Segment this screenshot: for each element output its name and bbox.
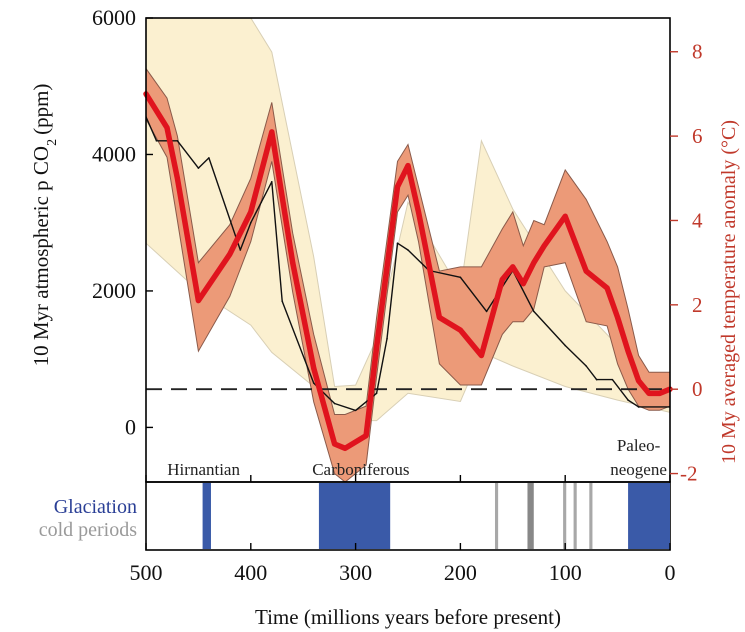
right-tick-label: 6 — [692, 124, 703, 148]
left-axis-ticks: 0 2000 4000 6000 — [92, 5, 153, 439]
co2-point — [155, 140, 158, 142]
co2-point — [260, 201, 263, 204]
co2-point — [627, 399, 629, 401]
glaciation-legend-label: Glaciation — [54, 496, 137, 518]
temperature-point — [438, 316, 441, 319]
co2-point — [396, 242, 399, 244]
right-tick-label: 4 — [692, 208, 703, 232]
left-axis-title-main: 10 Myr atmospheric p CO — [29, 146, 53, 366]
x-axis-ticks: 500 400 300 200 100 0 — [130, 475, 676, 585]
temperature-point — [647, 392, 651, 395]
temperature-point — [197, 299, 200, 302]
co2-point — [585, 365, 587, 367]
temperature-point — [511, 265, 514, 269]
temperature-point — [375, 345, 378, 349]
co2-point — [532, 310, 535, 313]
left-axis-title-subscript: 2 — [45, 139, 60, 146]
temperature-point — [522, 282, 525, 285]
co2-point — [564, 344, 566, 347]
temperature-point — [176, 177, 179, 180]
co2-point — [611, 378, 614, 381]
temperature-point — [417, 210, 420, 214]
right-tick-label: 0 — [692, 377, 703, 401]
temperature-point — [270, 130, 273, 134]
temperature-point — [249, 210, 252, 214]
co2-point — [176, 140, 179, 142]
left-tick-label: 6000 — [92, 5, 136, 30]
glaciation-bar — [202, 483, 211, 549]
glaciation-bars-group — [202, 483, 670, 549]
co2-point — [281, 300, 284, 302]
temperature-point — [364, 434, 368, 437]
event-label: Paleo- — [617, 436, 661, 455]
temperature-point — [343, 447, 347, 450]
temperature-point — [637, 379, 640, 382]
temperature-point — [605, 286, 609, 290]
left-axis-title-unit: (ppm) — [29, 84, 53, 135]
co2-point — [459, 276, 462, 279]
right-tick-label: 8 — [692, 40, 703, 64]
right-axis-ticks: -2 0 2 4 6 8 — [670, 40, 703, 486]
co2-point — [333, 402, 336, 405]
cold-period-bar — [527, 483, 534, 549]
co2-point — [354, 409, 357, 412]
temperature-point — [480, 354, 483, 357]
right-tick-label: 2 — [692, 293, 703, 317]
temperature-line-group — [143, 91, 673, 452]
x-tick-label: 300 — [339, 560, 372, 585]
left-axis-title: 10 Myr atmospheric p CO2 (ppm) — [29, 84, 60, 367]
right-tick-label: -2 — [680, 462, 698, 486]
x-tick-label: 0 — [665, 560, 676, 585]
co2-point — [312, 382, 315, 384]
temperature-point — [396, 185, 399, 188]
co2-point — [208, 157, 210, 159]
left-tick-label: 4000 — [92, 141, 136, 166]
co2-point — [407, 249, 409, 251]
temperature-point — [626, 350, 630, 353]
cold-periods-legend-label: cold periods — [39, 519, 138, 541]
temperature-point — [228, 253, 232, 256]
temperature-point — [543, 244, 546, 247]
temperature-point — [501, 278, 504, 281]
temperature-point — [165, 126, 169, 129]
cold-period-bar — [589, 483, 593, 549]
temperature-point — [616, 316, 619, 319]
x-tick-label: 400 — [234, 560, 267, 585]
co2-point — [239, 249, 242, 251]
co2-point — [250, 221, 252, 224]
glaciation-bar — [628, 483, 670, 549]
co2-point — [270, 180, 273, 183]
temperature-point — [406, 164, 410, 167]
cold-period-bar — [563, 483, 567, 549]
temperature-point — [584, 269, 588, 273]
event-labels: Hirnantian Carboniferous Paleo-neogene — [167, 436, 667, 479]
x-axis-title: Time (millions years before present) — [255, 605, 561, 629]
temperature-point — [459, 328, 462, 332]
x-tick-label: 200 — [444, 560, 477, 585]
event-label: neogene — [610, 460, 667, 479]
event-label: Carboniferous — [312, 460, 409, 479]
temperature-point — [333, 442, 336, 446]
temperature-point — [658, 392, 661, 395]
temperature-point — [532, 261, 535, 264]
left-tick-label: 0 — [125, 414, 136, 439]
right-axis-title: 10 My averaged temperature anomaly (°C) — [718, 120, 740, 464]
temperature-point — [564, 215, 567, 218]
cold-period-bar — [494, 483, 499, 549]
x-tick-label: 500 — [130, 560, 163, 585]
co2-point — [637, 406, 640, 408]
glaciation-bar — [318, 483, 391, 549]
co2-point — [197, 167, 200, 169]
left-tick-label: 2000 — [92, 278, 136, 303]
temperature-point — [291, 261, 294, 264]
co2-point — [595, 378, 598, 381]
cold-period-bar — [573, 483, 577, 549]
event-label: Hirnantian — [167, 460, 240, 479]
co2-point — [375, 392, 378, 395]
co2-point — [485, 310, 488, 313]
co2-point — [386, 337, 388, 340]
x-tick-label: 100 — [549, 560, 582, 585]
temperature-point — [312, 366, 315, 370]
